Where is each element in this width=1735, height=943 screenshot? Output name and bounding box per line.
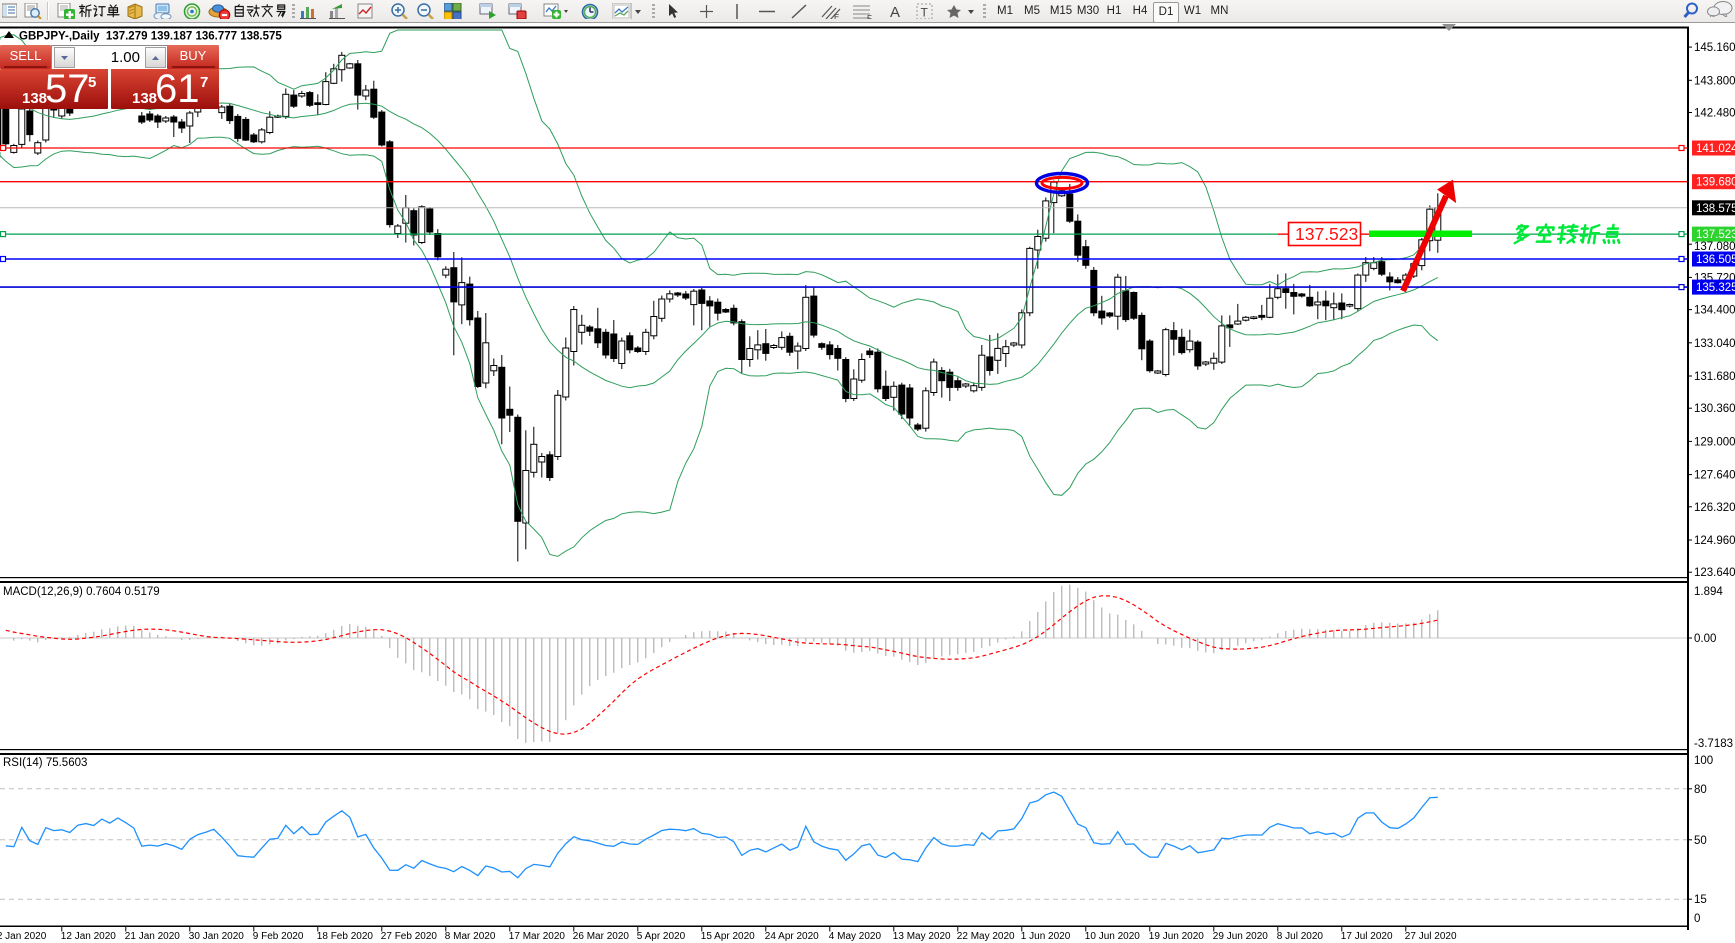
svg-text:27 Feb 2020: 27 Feb 2020 [381,931,438,942]
svg-text:19 Jun 2020: 19 Jun 2020 [1149,931,1204,942]
svg-text:131.680: 131.680 [1694,371,1735,383]
svg-text:E: E [834,13,839,19]
svg-text:136.505: 136.505 [1696,254,1735,266]
svg-text:135.325: 135.325 [1696,282,1735,294]
svg-text:129.000: 129.000 [1694,436,1735,448]
svg-text:RSI(14) 75.5603: RSI(14) 75.5603 [3,757,87,769]
svg-text:137.080: 137.080 [1694,241,1735,253]
svg-text:123.640: 123.640 [1694,567,1735,579]
svg-text:50: 50 [1694,835,1707,847]
svg-text:145.160: 145.160 [1694,42,1735,54]
svg-text:0.00: 0.00 [1694,633,1716,645]
svg-text:1 Jun 2020: 1 Jun 2020 [1021,931,1071,942]
svg-text:26 Mar 2020: 26 Mar 2020 [573,931,630,942]
svg-text:22 May 2020: 22 May 2020 [957,931,1015,942]
svg-text:29 Jun 2020: 29 Jun 2020 [1213,931,1268,942]
svg-text:T: T [921,6,929,20]
svg-text:4 May 2020: 4 May 2020 [829,931,882,942]
svg-text:21 Jan 2020: 21 Jan 2020 [125,931,180,942]
svg-text:13 May 2020: 13 May 2020 [893,931,951,942]
svg-text:143.800: 143.800 [1694,75,1735,87]
svg-text:139.680: 139.680 [1696,177,1735,189]
svg-text:2 Jan 2020: 2 Jan 2020 [0,931,47,942]
svg-text:141.024: 141.024 [1696,143,1735,155]
svg-text:17 Jul 2020: 17 Jul 2020 [1341,931,1393,942]
svg-text:15 Apr 2020: 15 Apr 2020 [701,931,755,942]
svg-text:17 Mar 2020: 17 Mar 2020 [509,931,566,942]
svg-text:80: 80 [1694,784,1707,796]
svg-text:137.523: 137.523 [1295,224,1358,244]
svg-text:0: 0 [1694,913,1700,925]
svg-text:8 Mar 2020: 8 Mar 2020 [445,931,496,942]
svg-text:F: F [867,14,872,19]
svg-text:10 Jun 2020: 10 Jun 2020 [1085,931,1140,942]
svg-text:8 Jul 2020: 8 Jul 2020 [1277,931,1324,942]
svg-text:130.360: 130.360 [1694,403,1735,415]
svg-text:24 Apr 2020: 24 Apr 2020 [765,931,819,942]
svg-text:30 Jan 2020: 30 Jan 2020 [189,931,244,942]
svg-text:18 Feb 2020: 18 Feb 2020 [317,931,374,942]
svg-text:GBPJPY-,Daily 137.279 139.187: GBPJPY-,Daily 137.279 139.187 136.777 13… [19,31,282,43]
svg-text:124.960: 124.960 [1694,535,1735,547]
svg-text:126.320: 126.320 [1694,502,1735,514]
svg-text:12 Jan 2020: 12 Jan 2020 [61,931,116,942]
svg-text:5 Apr 2020: 5 Apr 2020 [637,931,686,942]
svg-text:27 Jul 2020: 27 Jul 2020 [1405,931,1457,942]
svg-text:127.640: 127.640 [1694,470,1735,482]
svg-text:142.480: 142.480 [1694,108,1735,120]
svg-text:MACD(12,26,9) 0.7604 0.5179: MACD(12,26,9) 0.7604 0.5179 [3,586,160,598]
svg-text:138.575: 138.575 [1696,203,1735,215]
svg-text:134.400: 134.400 [1694,305,1735,317]
svg-text:133.040: 133.040 [1694,338,1735,350]
svg-text:15: 15 [1694,894,1707,906]
svg-text:-3.7183: -3.7183 [1694,738,1733,750]
svg-text:1.894: 1.894 [1694,586,1723,598]
svg-text:A: A [890,4,900,19]
svg-text:9 Feb 2020: 9 Feb 2020 [253,931,304,942]
svg-text:137.523: 137.523 [1696,229,1735,241]
svg-text:100: 100 [1694,755,1713,767]
